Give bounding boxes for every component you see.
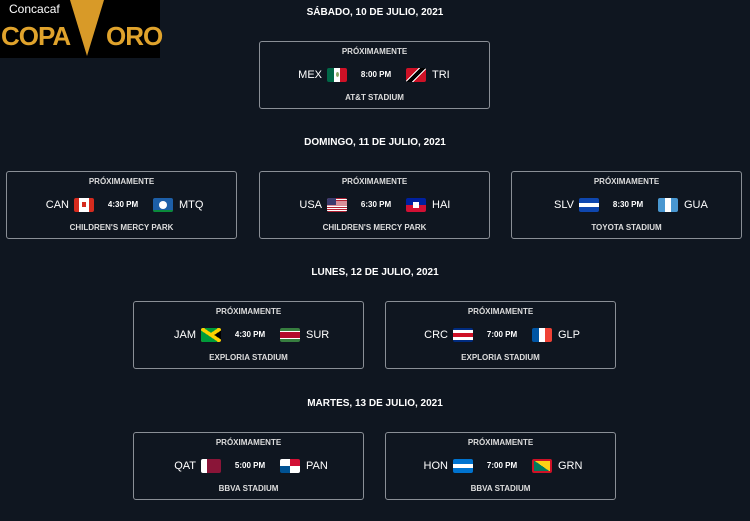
- match-time: 8:00 PM: [360, 70, 392, 79]
- venue: CHILDREN'S MERCY PARK: [69, 223, 174, 232]
- away-team: MTQ: [179, 199, 204, 211]
- copa-oro-logo: Concacaf COPA ORO: [0, 0, 163, 58]
- el-salvador-flag-icon: [579, 198, 599, 212]
- venue: CHILDREN'S MERCY PARK: [322, 223, 427, 232]
- guatemala-flag-icon: [658, 198, 678, 212]
- away-team: GRN: [558, 460, 583, 472]
- trophy-icon: [70, 0, 104, 56]
- usa-flag-icon: [327, 198, 347, 212]
- venue: TOYOTA STADIUM: [591, 223, 662, 232]
- haiti-flag-icon: [406, 198, 426, 212]
- match-status: PRÓXIMAMENTE: [467, 438, 534, 447]
- away-team: PAN: [306, 460, 328, 472]
- suriname-flag-icon: [280, 328, 300, 342]
- away-team: TRI: [432, 69, 450, 81]
- home-team: USA: [299, 199, 322, 211]
- match-status: PRÓXIMAMENTE: [88, 177, 155, 186]
- away-team: GLP: [558, 329, 581, 341]
- day-heading: SÁBADO, 10 DE JULIO, 2021: [306, 7, 444, 18]
- guadeloupe-flag-icon: [532, 328, 552, 342]
- logo-brand: Concacaf: [9, 2, 60, 16]
- home-team: QAT: [174, 460, 196, 472]
- martinique-flag-icon: [153, 198, 173, 212]
- match-card[interactable]: PRÓXIMAMENTE MEX 8:00 PM TRI AT&T STADIU…: [259, 41, 490, 109]
- match-time: 6:30 PM: [360, 200, 392, 209]
- home-team: CAN: [45, 199, 69, 211]
- match-card[interactable]: PRÓXIMAMENTE SLV 8:30 PM GUA TOYOTA STAD…: [511, 171, 742, 239]
- match-status: PRÓXIMAMENTE: [341, 47, 408, 56]
- home-team: MEX: [298, 69, 322, 81]
- jamaica-flag-icon: [201, 328, 221, 342]
- match-status: PRÓXIMAMENTE: [215, 438, 282, 447]
- match-status: PRÓXIMAMENTE: [593, 177, 660, 186]
- match-time: 5:00 PM: [234, 461, 266, 470]
- logo-oro: ORO: [106, 21, 163, 51]
- match-status: PRÓXIMAMENTE: [467, 307, 534, 316]
- match-card[interactable]: PRÓXIMAMENTE CRC 7:00 PM GLP EXPLORIA ST…: [385, 301, 616, 369]
- trinidad-flag-icon: [406, 68, 426, 82]
- home-team: CRC: [424, 329, 448, 341]
- day-heading: DOMINGO, 11 DE JULIO, 2021: [304, 137, 446, 148]
- match-time: 7:00 PM: [486, 461, 518, 470]
- match-card[interactable]: PRÓXIMAMENTE QAT 5:00 PM PAN BBVA STADIU…: [133, 432, 364, 500]
- match-status: PRÓXIMAMENTE: [215, 307, 282, 316]
- day-heading: LUNES, 12 DE JULIO, 2021: [311, 267, 439, 278]
- match-time: 4:30 PM: [107, 200, 139, 209]
- match-time: 7:00 PM: [486, 330, 518, 339]
- match-status: PRÓXIMAMENTE: [341, 177, 408, 186]
- canada-flag-icon: [74, 198, 94, 212]
- match-card[interactable]: PRÓXIMAMENTE CAN 4:30 PM MTQ CHILDREN'S …: [6, 171, 237, 239]
- home-team: HON: [423, 460, 448, 472]
- day-heading: MARTES, 13 DE JULIO, 2021: [307, 398, 443, 409]
- match-time: 4:30 PM: [234, 330, 266, 339]
- panama-flag-icon: [280, 459, 300, 473]
- venue: BBVA STADIUM: [218, 484, 279, 493]
- venue: EXPLORIA STADIUM: [461, 353, 540, 362]
- mexico-flag-icon: [327, 68, 347, 82]
- logo-copa: COPA: [1, 21, 71, 51]
- venue: EXPLORIA STADIUM: [209, 353, 288, 362]
- qatar-flag-icon: [201, 459, 221, 473]
- match-card[interactable]: PRÓXIMAMENTE USA 6:30 PM HAI CHILDREN'S …: [259, 171, 490, 239]
- away-team: GUA: [684, 199, 708, 211]
- match-card[interactable]: PRÓXIMAMENTE JAM 4:30 PM SUR EXPLORIA ST…: [133, 301, 364, 369]
- away-team: HAI: [432, 199, 451, 211]
- home-team: JAM: [174, 329, 196, 341]
- home-team: SLV: [554, 199, 574, 211]
- honduras-flag-icon: [453, 459, 473, 473]
- costa-rica-flag-icon: [453, 328, 473, 342]
- grenada-flag-icon: [532, 459, 552, 473]
- venue: BBVA STADIUM: [470, 484, 531, 493]
- match-time: 8:30 PM: [612, 200, 644, 209]
- match-card[interactable]: PRÓXIMAMENTE HON 7:00 PM GRN BBVA STADIU…: [385, 432, 616, 500]
- venue: AT&T STADIUM: [345, 93, 404, 102]
- away-team: SUR: [306, 329, 330, 341]
